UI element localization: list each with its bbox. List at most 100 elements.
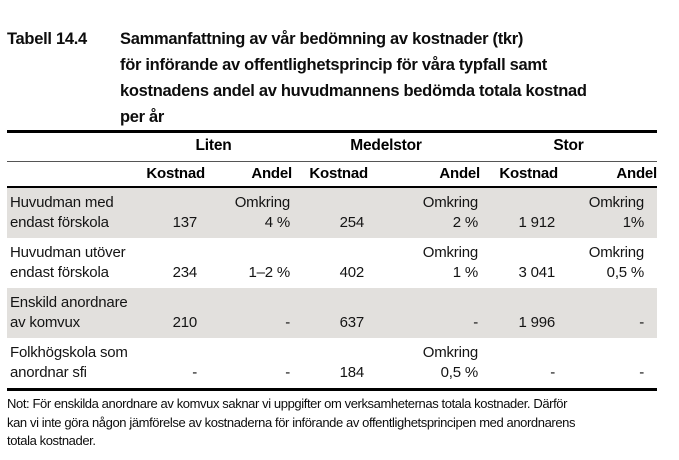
column-header-andel-stor: Andel <box>558 161 657 188</box>
cell-line-top <box>136 293 197 313</box>
cell-line-top: Omkring <box>588 194 645 211</box>
column-group-row: Liten Medelstor Stor <box>7 131 658 162</box>
table-cell: Omkring 0,5 % <box>368 338 480 390</box>
table-row-huvudman-utover-forskola: Huvudman utöver endast förskola 234 1–2 … <box>7 238 657 288</box>
cell-line-bottom: 4 % <box>264 214 290 231</box>
table-cell: 210 <box>135 288 205 338</box>
cell-line-bottom: - <box>192 364 197 381</box>
cell-line-top: Omkring <box>422 344 479 361</box>
cell-line-top <box>293 343 364 363</box>
note-line: totala kostnader. <box>7 433 96 448</box>
row-label: Huvudman utöver endast förskola <box>7 238 135 288</box>
cell-line-top: Omkring <box>588 244 645 261</box>
table-cell: 402 <box>292 238 368 288</box>
row-label-line: anordnar sfi <box>10 364 87 381</box>
table-cell: 184 <box>292 338 368 390</box>
cell-line-bottom: 1% <box>622 214 645 231</box>
cell-line-bottom: 3 041 <box>518 264 556 281</box>
cell-line-bottom: - <box>285 364 290 381</box>
cell-line-top <box>136 343 197 363</box>
table-title-line: för införande av offentlighetsprincip fö… <box>120 56 547 74</box>
cell-line-bottom: 1–2 % <box>248 264 290 281</box>
row-label-line: Enskild anordnare <box>10 294 128 311</box>
table-cell: 1–2 % <box>205 238 292 288</box>
table-note: Not: För enskilda anordnare av komvux sa… <box>7 395 672 451</box>
column-header-row: Kostnad Andel Kostnad Andel Kostnad Ande… <box>7 161 657 188</box>
cell-line-top <box>293 193 364 213</box>
table-row-huvudman-forskola: Huvudman med endast förskola 137 Omkring… <box>7 187 658 238</box>
cell-line-bottom: 0,5 % <box>606 264 645 281</box>
column-header-kostnad-liten: Kostnad <box>135 161 205 188</box>
table-cell: Omkring 4 % <box>205 187 292 238</box>
cell-line-bottom: 234 <box>172 264 198 281</box>
cell-line-top <box>481 343 555 363</box>
table-cell: Omkring 2 % <box>368 187 480 238</box>
cell-line-top <box>136 193 197 213</box>
cell-line-top <box>559 343 644 363</box>
table-cell: 254 <box>292 187 368 238</box>
cell-line-bottom: 637 <box>339 314 365 331</box>
table-title: Sammanfattning av vår bedömning av kostn… <box>120 26 672 130</box>
cell-line-top <box>481 293 555 313</box>
cell-line-bottom: 2 % <box>452 214 479 231</box>
cell-line-bottom: 210 <box>172 314 198 331</box>
cell-line-top <box>481 243 555 263</box>
table-cell: - <box>368 288 480 338</box>
row-label: Huvudman med endast förskola <box>7 187 135 238</box>
cell-line-bottom: - <box>473 314 479 331</box>
cell-line-top <box>293 293 364 313</box>
cell-line-top: Omkring <box>422 244 479 261</box>
table-cell: 1 996 <box>480 288 558 338</box>
cell-line-bottom: - <box>639 314 645 331</box>
cell-line-bottom: 254 <box>339 214 365 231</box>
row-label-line: Folkhögskola som <box>10 344 128 361</box>
table-number: Tabell 14.4 <box>7 30 87 48</box>
table-row-enskild-anordnare-komvux: Enskild anordnare av komvux 210 - 637 <box>7 288 658 338</box>
cell-line-top <box>481 193 555 213</box>
table-cell: Omkring 1 % <box>368 238 480 288</box>
cell-line-top <box>206 343 290 363</box>
table-cell: 1 912 <box>480 187 558 238</box>
row-label-line: av komvux <box>10 314 80 331</box>
table-caption: Tabell 14.4 Sammanfattning av vår bedömn… <box>7 26 672 130</box>
table-title-line: per år <box>120 108 165 126</box>
table-cell: - <box>480 338 558 390</box>
cell-line-top <box>206 243 290 263</box>
row-label: Folkhögskola som anordnar sfi <box>7 338 135 390</box>
cell-line-bottom: 0,5 % <box>440 364 479 381</box>
row-label: Enskild anordnare av komvux <box>7 288 135 338</box>
row-label-line: endast förskola <box>10 214 109 231</box>
cost-summary-table: Liten Medelstor Stor Kostnad Andel Kostn… <box>7 130 657 391</box>
cell-line-bottom: - <box>639 364 645 381</box>
table-cell: - <box>135 338 205 390</box>
cell-line-bottom: - <box>550 364 556 381</box>
row-label-line: endast förskola <box>10 264 109 281</box>
note-line: Not: För enskilda anordnare av komvux sa… <box>7 396 568 411</box>
table-row-folkhogskola-sfi: Folkhögskola som anordnar sfi - - 184 Om… <box>7 338 657 390</box>
table-title-line: kostnadens andel av huvudmannens bedömda… <box>120 82 587 100</box>
column-header-andel-liten: Andel <box>205 161 292 188</box>
table-title-line: Sammanfattning av vår bedömning av kostn… <box>120 30 524 48</box>
table-cell: 3 041 <box>480 238 558 288</box>
cell-line-bottom: 1 912 <box>518 214 556 231</box>
row-label-line: Huvudman med <box>10 194 114 211</box>
column-group-medelstor: Medelstor <box>292 131 481 162</box>
cell-line-bottom: 402 <box>339 264 365 281</box>
cell-line-bottom: 1 % <box>452 264 479 281</box>
cell-line-top <box>369 293 478 313</box>
table-cell: - <box>205 288 292 338</box>
table-cell: - <box>558 288 657 338</box>
cell-line-bottom: 1 996 <box>518 314 556 331</box>
cell-line-top: Omkring <box>422 194 479 211</box>
column-header-kostnad-medelstor: Kostnad <box>292 161 368 188</box>
row-label-line: Huvudman utöver <box>10 244 126 261</box>
cell-line-top <box>559 293 644 313</box>
cell-line-top <box>206 293 290 313</box>
cell-line-top <box>293 243 364 263</box>
cell-line-top <box>136 243 197 263</box>
table-cell: 234 <box>135 238 205 288</box>
column-header-andel-medelstor: Andel <box>368 161 480 188</box>
cell-line-bottom: 137 <box>172 214 198 231</box>
column-group-liten: Liten <box>135 131 292 162</box>
